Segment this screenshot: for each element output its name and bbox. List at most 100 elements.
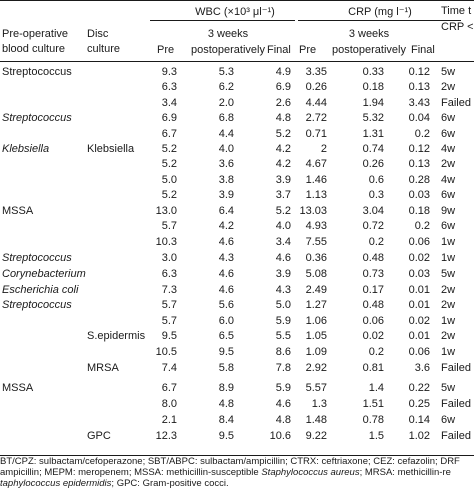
time-cell: 4w bbox=[441, 174, 456, 186]
wbc-pre-cell: 5.7 bbox=[161, 220, 177, 232]
crp-final-cell: 0.13 bbox=[408, 81, 430, 93]
crp-pre-cell: 13.03 bbox=[299, 205, 327, 217]
wbc-3w-cell: 6.4 bbox=[218, 205, 234, 217]
wbc-3w-cell: 4.8 bbox=[218, 398, 234, 410]
time-cell: 1w bbox=[441, 346, 456, 358]
wbc-pre-cell: 3.4 bbox=[161, 97, 177, 109]
wbc-final-cell: 5.9 bbox=[275, 315, 291, 327]
bottom-rule bbox=[0, 455, 474, 456]
top-rule bbox=[0, 0, 474, 1]
crp-pre-cell: 4.93 bbox=[305, 220, 327, 232]
crp-final-cell: 0.01 bbox=[408, 284, 430, 296]
preop-header-line1: Pre-operative bbox=[2, 28, 69, 40]
crp-pre-cell: 1.27 bbox=[305, 299, 327, 311]
footnote-line3: taphylococcus epidermidis; GPC: Gram-pos… bbox=[0, 478, 229, 489]
time-cell: 2w bbox=[441, 81, 456, 93]
wbc-3w-cell: 5.8 bbox=[218, 362, 234, 374]
crp-final-cell: 0.06 bbox=[408, 346, 430, 358]
wbc-3w-cell: 5.6 bbox=[218, 299, 234, 311]
crp-final-cell: 0.03 bbox=[408, 189, 430, 201]
wbc-3w-cell: 8.4 bbox=[218, 414, 234, 426]
wbc-pre-cell: 6.7 bbox=[161, 382, 177, 394]
crp-3w-cell: 1.51 bbox=[362, 398, 384, 410]
wbc-3w-cell: 6.5 bbox=[218, 330, 234, 342]
disc-header-line1: Disc bbox=[87, 28, 109, 40]
wbc-pre-cell: 5.2 bbox=[161, 189, 177, 201]
crp-pre-cell: 0.71 bbox=[305, 128, 327, 140]
crp-3w-cell: 0.72 bbox=[362, 220, 384, 232]
crp-3w-cell: 5.32 bbox=[362, 112, 384, 124]
wbc-3w-cell: 4.6 bbox=[218, 284, 234, 296]
time-cell: 1w bbox=[441, 252, 456, 264]
crp-final-header: Final bbox=[411, 44, 435, 56]
crp-3w-cell: 0.17 bbox=[362, 284, 384, 296]
time-cell: 2w bbox=[441, 284, 456, 296]
crp-3w-cell: 0.02 bbox=[362, 330, 384, 342]
wbc-3w-cell: 2.0 bbox=[218, 97, 234, 109]
crp-3w-header-line2: postoperatively bbox=[332, 44, 406, 56]
blood-culture-cell: Klebsiella bbox=[2, 143, 50, 155]
crp-pre-cell: 4.67 bbox=[305, 158, 327, 170]
crp-final-cell: 0.12 bbox=[408, 143, 430, 155]
wbc-pre-cell: 6.3 bbox=[161, 81, 177, 93]
crp-pre-cell: 2.92 bbox=[305, 362, 327, 374]
footnote-line2: ampicillin; MEPM: meropenem; MSSA: methi… bbox=[0, 467, 451, 478]
crp-3w-header-line1: 3 weeks bbox=[348, 28, 390, 40]
wbc-3w-cell: 6.0 bbox=[218, 315, 234, 327]
crp-3w-cell: 0.26 bbox=[362, 158, 384, 170]
time-cell: 6w bbox=[441, 414, 456, 426]
crp-3w-cell: 0.3 bbox=[368, 189, 384, 201]
disc-culture-cell: GPC bbox=[87, 430, 111, 442]
crp-final-cell: 0.02 bbox=[408, 315, 430, 327]
time-cell: 5w bbox=[441, 66, 456, 78]
crp-pre-header: Pre bbox=[299, 44, 317, 56]
crp-3w-cell: 0.18 bbox=[362, 81, 384, 93]
blood-culture-cell: MSSA bbox=[2, 205, 34, 217]
time-cell: Failed bbox=[441, 97, 471, 109]
crp-final-cell: 0.02 bbox=[408, 252, 430, 264]
wbc-final-cell: 4.2 bbox=[275, 143, 291, 155]
wbc-pre-header: Pre bbox=[157, 44, 175, 56]
blood-culture-cell: Streptococcus bbox=[2, 112, 72, 124]
wbc-final-cell: 8.6 bbox=[275, 346, 291, 358]
crp-final-cell: 0.14 bbox=[408, 414, 430, 426]
time-cell: 5w bbox=[441, 268, 456, 280]
wbc-final-cell: 4.6 bbox=[275, 252, 291, 264]
time-cell: 2w bbox=[441, 330, 456, 342]
wbc-3w-cell: 3.8 bbox=[218, 174, 234, 186]
crp-final-cell: 0.01 bbox=[408, 299, 430, 311]
time-header-line2: CRP < bbox=[441, 21, 474, 33]
wbc-3w-cell: 4.2 bbox=[218, 220, 234, 232]
crp-final-cell: 0.2 bbox=[414, 220, 430, 232]
wbc-pre-cell: 9.3 bbox=[161, 66, 177, 78]
crp-final-cell: 0.04 bbox=[408, 112, 430, 124]
wbc-final-cell: 4.8 bbox=[275, 112, 291, 124]
wbc-3w-cell: 5.3 bbox=[218, 66, 234, 78]
blood-culture-cell: MSSA bbox=[2, 382, 34, 394]
crp-final-cell: 1.02 bbox=[408, 430, 430, 442]
time-cell: Failed bbox=[441, 398, 471, 410]
wbc-3w-cell: 8.9 bbox=[218, 382, 234, 394]
blood-culture-cell: Streptococcus bbox=[2, 299, 72, 311]
crp-pre-cell: 2 bbox=[320, 143, 327, 155]
wbc-pre-cell: 10.5 bbox=[155, 346, 177, 358]
crp-pre-cell: 1.09 bbox=[305, 346, 327, 358]
wbc-pre-cell: 2.1 bbox=[161, 414, 177, 426]
crp-3w-cell: 0.73 bbox=[362, 268, 384, 280]
time-cell: 2w bbox=[441, 299, 456, 311]
disc-culture-cell: Klebsiella bbox=[87, 143, 135, 155]
wbc-final-cell: 5.5 bbox=[275, 330, 291, 342]
crp-final-cell: 0.25 bbox=[408, 398, 430, 410]
wbc-3w-cell: 6.2 bbox=[218, 81, 234, 93]
crp-final-cell: 0.06 bbox=[408, 236, 430, 248]
crp-pre-cell: 9.22 bbox=[305, 430, 327, 442]
crp-pre-cell: 0.26 bbox=[305, 81, 327, 93]
wbc-3w-cell: 3.9 bbox=[218, 189, 234, 201]
wbc-pre-cell: 10.3 bbox=[155, 236, 177, 248]
wbc-3w-cell: 4.0 bbox=[218, 143, 234, 155]
crp-final-cell: 0.22 bbox=[408, 382, 430, 394]
wbc-3w-cell: 9.5 bbox=[218, 346, 234, 358]
wbc-final-cell: 3.9 bbox=[275, 268, 291, 280]
wbc-final-cell: 2.6 bbox=[275, 97, 291, 109]
